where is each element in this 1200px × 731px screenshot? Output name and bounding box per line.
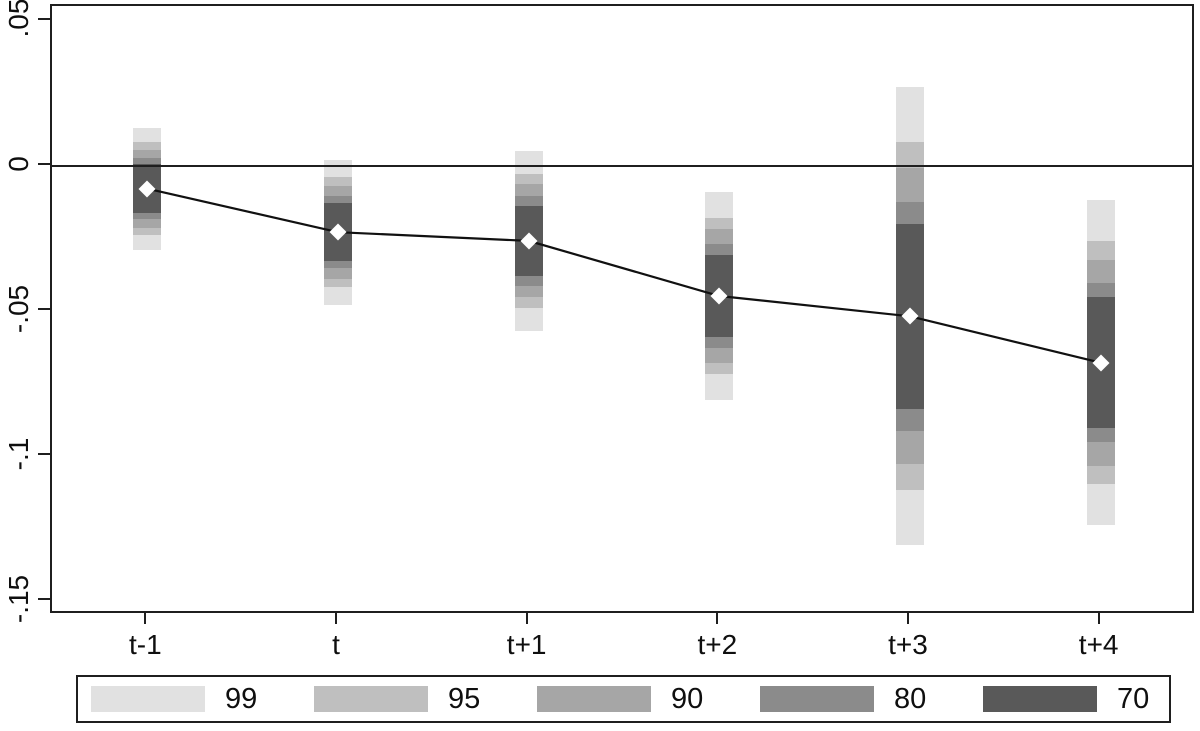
- y-tick: [38, 452, 50, 455]
- legend-label: 80: [894, 683, 927, 715]
- x-tick-label: t+1: [506, 629, 547, 660]
- y-tick-label: -.15: [3, 574, 34, 623]
- x-tick: [716, 613, 719, 624]
- legend-swatch-99: [91, 686, 205, 712]
- y-tick-label: -.05: [3, 284, 34, 333]
- x-tick-label: t+2: [697, 629, 738, 660]
- y-tick-label: .05: [3, 0, 34, 38]
- x-tick-label: t-1: [128, 629, 162, 660]
- legend-item-70: 70: [983, 677, 1149, 721]
- legend-label: 95: [448, 683, 481, 715]
- zero-reference-line: [52, 164, 1192, 167]
- plot-area: [50, 4, 1194, 613]
- legend-swatch-90: [537, 686, 651, 712]
- legend-item-95: 95: [314, 677, 480, 721]
- x-tick-label: t+4: [1078, 629, 1119, 660]
- y-tick-label: 0: [3, 155, 34, 172]
- legend-label: 70: [1117, 683, 1150, 715]
- legend-label: 90: [671, 683, 704, 715]
- y-tick-label: -.1: [3, 437, 34, 470]
- estimate-line: [147, 187, 1101, 364]
- y-tick: [38, 597, 50, 600]
- x-tick: [335, 613, 337, 624]
- legend-item-80: 80: [760, 677, 926, 721]
- x-tick-label: t+3: [888, 629, 928, 660]
- x-tick: [525, 613, 528, 624]
- ci-legend: 99 95 90 80 70: [76, 675, 1171, 723]
- x-tick: [907, 613, 909, 624]
- x-tick-label: t: [332, 629, 340, 660]
- legend-swatch-80: [760, 686, 874, 712]
- y-tick: [38, 17, 50, 20]
- legend-item-90: 90: [537, 677, 703, 721]
- x-tick: [144, 613, 147, 624]
- legend-item-99: 99: [91, 677, 257, 721]
- legend-swatch-95: [314, 686, 428, 712]
- legend-swatch-70: [983, 686, 1097, 712]
- legend-label: 99: [225, 683, 258, 715]
- x-tick: [1097, 613, 1100, 624]
- y-tick: [38, 162, 50, 165]
- y-tick: [38, 307, 50, 310]
